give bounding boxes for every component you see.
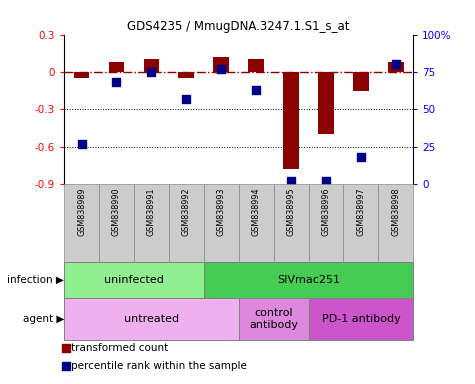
FancyBboxPatch shape <box>99 184 134 262</box>
Text: PD-1 antibody: PD-1 antibody <box>322 314 400 324</box>
Text: untreated: untreated <box>124 314 179 324</box>
Text: uninfected: uninfected <box>104 275 164 285</box>
Point <box>252 87 260 93</box>
Bar <box>204 262 413 298</box>
Bar <box>64 298 238 341</box>
FancyBboxPatch shape <box>309 184 343 262</box>
Point <box>78 141 86 147</box>
Point <box>392 61 399 68</box>
Bar <box>318 72 334 134</box>
Point <box>322 178 330 184</box>
Text: GSM838991: GSM838991 <box>147 188 156 237</box>
Text: GSM838995: GSM838995 <box>286 188 295 237</box>
FancyBboxPatch shape <box>274 184 309 262</box>
Text: GSM838990: GSM838990 <box>112 188 121 237</box>
Bar <box>143 60 159 72</box>
FancyBboxPatch shape <box>134 184 169 262</box>
Bar <box>74 72 89 78</box>
Text: agent ▶: agent ▶ <box>23 314 64 324</box>
Point <box>357 154 365 160</box>
Text: GSM838989: GSM838989 <box>77 188 86 237</box>
Bar <box>213 57 229 72</box>
Text: infection ▶: infection ▶ <box>7 275 64 285</box>
Bar <box>248 60 264 72</box>
Bar <box>353 72 369 91</box>
FancyBboxPatch shape <box>64 184 99 262</box>
Bar <box>283 72 299 169</box>
FancyBboxPatch shape <box>343 184 379 262</box>
Bar <box>388 62 404 72</box>
Bar <box>64 262 204 298</box>
Text: GSM838993: GSM838993 <box>217 188 226 237</box>
FancyBboxPatch shape <box>238 184 274 262</box>
Text: GSM838998: GSM838998 <box>391 188 400 237</box>
Point <box>113 79 120 85</box>
Text: GSM838997: GSM838997 <box>356 188 365 237</box>
Text: GSM838992: GSM838992 <box>182 188 191 237</box>
Bar <box>179 72 194 78</box>
FancyBboxPatch shape <box>169 184 204 262</box>
Point <box>251 135 258 141</box>
Point <box>218 66 225 72</box>
Bar <box>309 298 413 341</box>
Text: GSM838996: GSM838996 <box>322 188 331 237</box>
Point <box>287 178 295 184</box>
Bar <box>109 62 124 72</box>
FancyBboxPatch shape <box>379 184 413 262</box>
Text: percentile rank within the sample: percentile rank within the sample <box>71 361 247 371</box>
Point <box>182 96 190 102</box>
Title: GDS4235 / MmugDNA.3247.1.S1_s_at: GDS4235 / MmugDNA.3247.1.S1_s_at <box>127 20 350 33</box>
Text: SIVmac251: SIVmac251 <box>277 275 340 285</box>
Text: transformed count: transformed count <box>71 343 168 353</box>
Point <box>251 295 258 301</box>
Point <box>148 69 155 75</box>
Text: control
antibody: control antibody <box>249 308 298 330</box>
Text: GSM838994: GSM838994 <box>252 188 261 237</box>
FancyBboxPatch shape <box>204 184 238 262</box>
Bar <box>238 298 309 341</box>
